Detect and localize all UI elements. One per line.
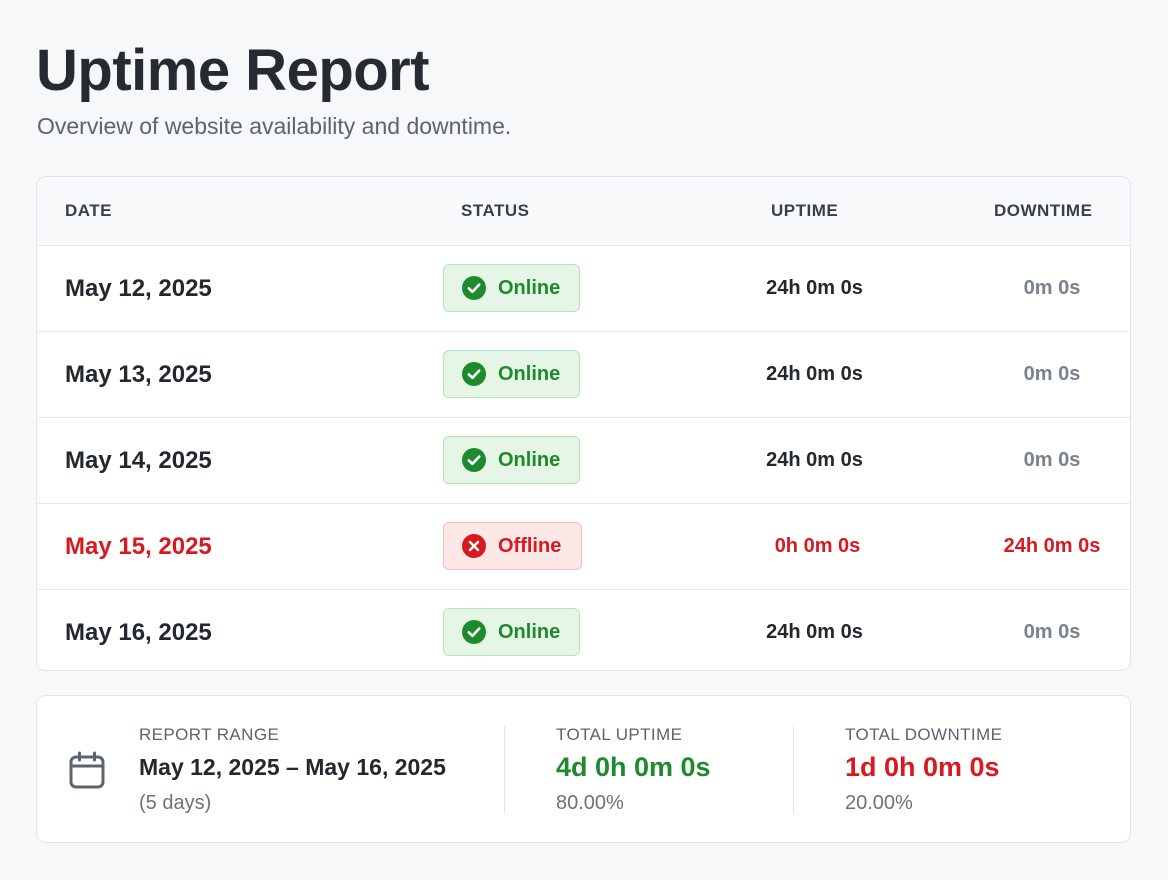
status-badge-online: Online [443,350,580,398]
status-badge-offline: Offline [443,522,582,570]
check-circle-icon [462,276,486,300]
row-uptime: 24h 0m 0s [766,363,863,385]
row-date: May 12, 2025 [65,275,212,302]
row-date: May 14, 2025 [65,447,212,474]
check-circle-icon [462,448,486,472]
row-date: May 15, 2025 [65,533,212,560]
check-circle-icon [462,362,486,386]
row-uptime: 0h 0m 0s [774,535,861,557]
row-downtime: 0m 0s [1023,363,1081,385]
table-row: May 12, 2025 Online 24h 0m 0s 0m 0s [37,246,1130,332]
status-badge-online: Online [443,264,580,312]
total-downtime-percent: 20.00% [845,792,913,814]
row-date: May 16, 2025 [65,619,212,646]
table-row: May 13, 2025 Online 24h 0m 0s 0m 0s [37,332,1130,418]
row-downtime: 0m 0s [1023,277,1081,299]
row-uptime: 24h 0m 0s [766,621,863,643]
x-circle-icon [462,534,486,558]
summary-divider [504,726,505,814]
total-downtime-value: 1d 0h 0m 0s [845,752,1000,782]
column-header-downtime[interactable]: DOWNTIME [994,201,1093,220]
status-label: Offline [498,534,562,557]
status-label: Online [498,620,561,643]
column-header-status[interactable]: STATUS [461,201,530,220]
status-label: Online [498,362,561,385]
status-label: Online [498,448,561,471]
total-uptime-label: TOTAL UPTIME [556,725,683,744]
total-uptime-value: 4d 0h 0m 0s [556,752,711,782]
status-label: Online [498,276,561,299]
page-title: Uptime Report [36,38,430,103]
table-row: May 16, 2025 Online 24h 0m 0s 0m 0s [37,590,1130,670]
calendar-icon [69,751,105,789]
row-date: May 13, 2025 [65,361,212,388]
row-uptime: 24h 0m 0s [766,277,863,299]
table-row-offline: May 15, 2025 Offline 0h 0m 0s 24h 0m 0s [37,504,1130,590]
row-downtime: 0m 0s [1023,449,1081,471]
check-circle-icon [462,620,486,644]
status-badge-online: Online [443,436,580,484]
row-uptime: 24h 0m 0s [766,449,863,471]
report-range-label: REPORT RANGE [139,725,280,744]
total-downtime-label: TOTAL DOWNTIME [845,725,1003,744]
column-header-date[interactable]: DATE [65,201,113,220]
row-downtime: 24h 0m 0s [1003,535,1101,557]
column-header-uptime[interactable]: UPTIME [771,201,839,220]
row-downtime: 0m 0s [1023,621,1081,643]
summary-divider [793,726,794,814]
uptime-table: DATE STATUS UPTIME DOWNTIME May 12, 2025… [36,176,1131,671]
status-badge-online: Online [443,608,580,656]
total-uptime-percent: 80.00% [556,792,624,814]
report-range-value: May 12, 2025 – May 16, 2025 [139,754,446,780]
report-range-days: (5 days) [139,792,212,814]
table-row: May 14, 2025 Online 24h 0m 0s 0m 0s [37,418,1130,504]
summary-card: REPORT RANGE May 12, 2025 – May 16, 2025… [36,695,1131,843]
page-subtitle: Overview of website availability and dow… [37,113,512,139]
table-header: DATE STATUS UPTIME DOWNTIME [37,177,1130,246]
